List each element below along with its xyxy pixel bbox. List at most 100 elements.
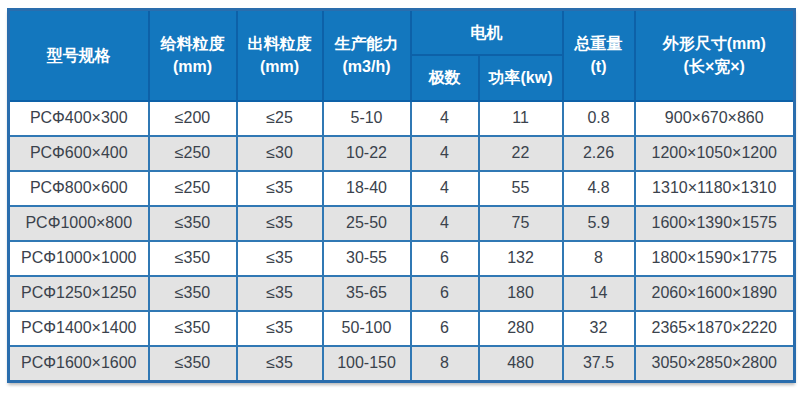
header-label: 外形尺寸(mm) <box>638 32 792 55</box>
table-row: PCΦ1250×1250≤350≤3535-656180142060×1600×… <box>9 276 795 311</box>
cell-model: PCΦ1400×1400 <box>9 311 149 346</box>
table-row: PCΦ400×300≤200≤255-104110.8900×670×860 <box>9 101 795 136</box>
cell-capacity: 25-50 <box>323 206 411 241</box>
header-unit: (m3/h) <box>326 55 408 78</box>
cell-power: 132 <box>479 241 563 276</box>
cell-feed-size: ≤200 <box>149 101 237 136</box>
cell-poles: 4 <box>411 101 479 136</box>
table-row: PCΦ800×600≤250≤3518-404554.81310×1180×13… <box>9 171 795 206</box>
col-header-total-weight: 总重量 (t) <box>563 10 635 101</box>
cell-poles: 6 <box>411 311 479 346</box>
cell-capacity: 50-100 <box>323 311 411 346</box>
table-row: PCΦ1000×1000≤350≤3530-55613281800×1590×1… <box>9 241 795 276</box>
cell-discharge-size: ≤30 <box>237 136 323 171</box>
cell-capacity: 5-10 <box>323 101 411 136</box>
cell-weight: 5.9 <box>563 206 635 241</box>
col-header-feed-size: 给料粒度 (mm) <box>149 10 237 101</box>
cell-capacity: 35-65 <box>323 276 411 311</box>
cell-discharge-size: ≤35 <box>237 171 323 206</box>
cell-weight: 0.8 <box>563 101 635 136</box>
cell-weight: 8 <box>563 241 635 276</box>
cell-discharge-size: ≤25 <box>237 101 323 136</box>
cell-power: 480 <box>479 346 563 382</box>
col-header-capacity: 生产能力 (m3/h) <box>323 10 411 101</box>
cell-power: 280 <box>479 311 563 346</box>
cell-capacity: 18-40 <box>323 171 411 206</box>
header-label: 出料粒度 <box>240 32 320 55</box>
table-row: PCΦ1600×1600≤350≤35100-150848037.53050×2… <box>9 346 795 382</box>
cell-poles: 4 <box>411 136 479 171</box>
cell-weight: 4.8 <box>563 171 635 206</box>
col-header-motor-group: 电机 <box>411 10 563 55</box>
table-row: PCΦ1400×1400≤350≤3550-1006280322365×1870… <box>9 311 795 346</box>
cell-power: 180 <box>479 276 563 311</box>
cell-poles: 6 <box>411 276 479 311</box>
header-label: 型号规格 <box>12 44 146 67</box>
spec-table-page: 型号规格 给料粒度 (mm) 出料粒度 (mm) 生产能力 (m3/h) 电机 <box>0 0 800 383</box>
cell-capacity: 100-150 <box>323 346 411 382</box>
table-row: PCΦ1000×800≤350≤3525-504755.91600×1390×1… <box>9 206 795 241</box>
cell-weight: 14 <box>563 276 635 311</box>
header-label: 给料粒度 <box>152 32 234 55</box>
cell-dimensions: 2060×1600×1890 <box>635 276 795 311</box>
cell-model: PCΦ1000×1000 <box>9 241 149 276</box>
cell-feed-size: ≤350 <box>149 206 237 241</box>
col-header-dimensions: 外形尺寸(mm) (长×宽×) <box>635 10 795 101</box>
table-body: PCΦ400×300≤200≤255-104110.8900×670×860PC… <box>9 101 795 382</box>
cell-power: 22 <box>479 136 563 171</box>
cell-dimensions: 2365×1870×2220 <box>635 311 795 346</box>
cell-dimensions: 900×670×860 <box>635 101 795 136</box>
header-unit: (mm) <box>240 55 320 78</box>
spec-table: 型号规格 给料粒度 (mm) 出料粒度 (mm) 生产能力 (m3/h) 电机 <box>7 8 796 383</box>
cell-model: PCΦ800×600 <box>9 171 149 206</box>
col-header-motor-power: 功率(kw) <box>479 55 563 101</box>
cell-power: 11 <box>479 101 563 136</box>
cell-model: PCΦ1600×1600 <box>9 346 149 382</box>
cell-feed-size: ≤350 <box>149 311 237 346</box>
col-header-model: 型号规格 <box>9 10 149 101</box>
cell-model: PCΦ600×400 <box>9 136 149 171</box>
cell-discharge-size: ≤35 <box>237 276 323 311</box>
cell-poles: 4 <box>411 171 479 206</box>
cell-feed-size: ≤350 <box>149 241 237 276</box>
cell-discharge-size: ≤35 <box>237 311 323 346</box>
cell-power: 55 <box>479 171 563 206</box>
cell-poles: 8 <box>411 346 479 382</box>
cell-model: PCΦ1000×800 <box>9 206 149 241</box>
col-header-motor-poles: 极数 <box>411 55 479 101</box>
cell-dimensions: 1800×1590×1775 <box>635 241 795 276</box>
cell-dimensions: 3050×2850×2800 <box>635 346 795 382</box>
cell-feed-size: ≤350 <box>149 346 237 382</box>
cell-weight: 32 <box>563 311 635 346</box>
cell-discharge-size: ≤35 <box>237 241 323 276</box>
cell-dimensions: 1200×1050×1200 <box>635 136 795 171</box>
cell-discharge-size: ≤35 <box>237 346 323 382</box>
cell-dimensions: 1600×1390×1575 <box>635 206 795 241</box>
header-unit: (长×宽×) <box>638 55 792 78</box>
header-label: 生产能力 <box>326 32 408 55</box>
table-header: 型号规格 给料粒度 (mm) 出料粒度 (mm) 生产能力 (m3/h) 电机 <box>9 10 795 101</box>
cell-feed-size: ≤250 <box>149 136 237 171</box>
header-unit: (t) <box>566 55 632 78</box>
cell-poles: 6 <box>411 241 479 276</box>
cell-model: PCΦ400×300 <box>9 101 149 136</box>
cell-poles: 4 <box>411 206 479 241</box>
header-label: 功率(kw) <box>482 66 560 89</box>
cell-capacity: 30-55 <box>323 241 411 276</box>
cell-weight: 2.26 <box>563 136 635 171</box>
header-label: 极数 <box>414 66 476 89</box>
header-row-top: 型号规格 给料粒度 (mm) 出料粒度 (mm) 生产能力 (m3/h) 电机 <box>9 10 795 55</box>
cell-capacity: 10-22 <box>323 136 411 171</box>
col-header-discharge-size: 出料粒度 (mm) <box>237 10 323 101</box>
cell-weight: 37.5 <box>563 346 635 382</box>
header-unit: (mm) <box>152 55 234 78</box>
cell-discharge-size: ≤35 <box>237 206 323 241</box>
cell-power: 75 <box>479 206 563 241</box>
cell-dimensions: 1310×1180×1310 <box>635 171 795 206</box>
header-label: 电机 <box>414 21 560 44</box>
cell-feed-size: ≤250 <box>149 171 237 206</box>
header-label: 总重量 <box>566 32 632 55</box>
cell-feed-size: ≤350 <box>149 276 237 311</box>
table-row: PCΦ600×400≤250≤3010-224222.261200×1050×1… <box>9 136 795 171</box>
cell-model: PCΦ1250×1250 <box>9 276 149 311</box>
